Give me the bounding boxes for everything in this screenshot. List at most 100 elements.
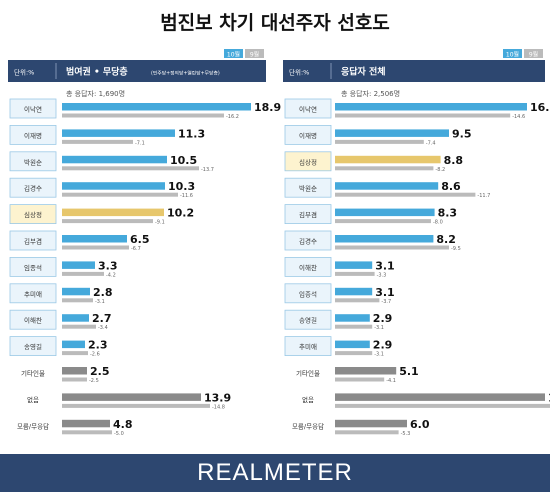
panel-2-legend-previous-label: 9월 <box>529 51 538 59</box>
panel-2-bar-current-5 <box>335 208 435 217</box>
panel-2-bar-previous-3 <box>335 166 434 171</box>
panel-2-value-previous-8: -3.7 <box>381 299 391 305</box>
panel-2-value-current-12: 17.5 <box>548 391 550 404</box>
panel-1-bar-current-13 <box>62 419 110 428</box>
panel-1-value-previous-9: -3.4 <box>98 325 108 331</box>
panel-1-bar-previous-6 <box>62 245 129 250</box>
panel-2-label-box-7 <box>284 256 332 277</box>
panel-1-bar-previous-2 <box>62 139 133 144</box>
panel-1-bar-previous-12 <box>62 403 210 408</box>
panel-1-bar-current-8 <box>62 287 90 296</box>
panel-1-value-previous-7: -4.2 <box>106 272 116 278</box>
panel-2-value-current-5: 8.3 <box>438 207 458 220</box>
panel-1-bar-previous-5 <box>62 219 153 224</box>
panel-2-bar-previous-13 <box>335 430 399 435</box>
panel-2-category-label-1: 이낙연 <box>299 105 317 114</box>
panel-1-value-current-2: 11.3 <box>178 127 205 140</box>
panel-1-label-box-6 <box>9 230 57 251</box>
panel-1-label-box-9 <box>9 309 57 330</box>
panel-2-bar-current-12 <box>335 393 545 401</box>
panel-1-bar-previous-1 <box>62 113 224 118</box>
panel-2-label-box-2 <box>284 125 332 145</box>
panel-2-value-current-3: 8.8 <box>444 154 464 167</box>
panel-1-value-previous-3: -13.7 <box>201 167 214 173</box>
panel-1-value-current-5: 10.2 <box>167 207 194 220</box>
panel-1-bar-current-11 <box>62 367 87 375</box>
panel-1-legend-previous-label: 9월 <box>250 51 259 59</box>
panel-1-legend-current <box>224 49 243 58</box>
panel-2-category-label-11: 기타인물 <box>296 369 320 378</box>
panel-1-bar-previous-9 <box>62 324 96 329</box>
panel-1-label-box-7 <box>9 256 57 277</box>
panel-2-value-current-6: 8.2 <box>436 233 456 246</box>
panel-1-bar-current-2 <box>62 129 175 137</box>
panel-1-label-box-1 <box>9 98 57 119</box>
panel-1-bar-previous-4 <box>62 192 178 197</box>
panel-2-category-label-9: 송영길 <box>299 316 317 325</box>
panel-2-category-label-12: 없음 <box>302 396 314 404</box>
panel-2-category-label-5: 김부겸 <box>299 211 317 219</box>
panel-1-bar-current-3 <box>62 155 167 164</box>
panel-2-bar-current-4 <box>335 182 439 190</box>
panel-2-legend-previous <box>524 49 543 58</box>
panel-1-value-previous-10: -2.6 <box>90 352 100 358</box>
panel-1-bar-previous-10 <box>62 351 88 356</box>
panel-2-value-current-4: 8.6 <box>441 180 461 193</box>
panel-1-value-current-10: 2.3 <box>88 339 108 352</box>
panel-2-bar-previous-2 <box>335 139 424 144</box>
panel-2-value-current-9: 2.9 <box>373 312 393 325</box>
panel-2-respondents: 총 응답자: 2,506명 <box>341 89 400 98</box>
panel-1-label-box-10 <box>9 336 57 357</box>
panel-1-value-current-11: 2.5 <box>90 365 110 378</box>
panel-2-category-label-3: 심상정 <box>299 157 317 166</box>
panel-1-unit-label: 단위:% <box>14 68 34 77</box>
panel-1-value-previous-5: -9.1 <box>155 220 165 226</box>
panel-1-category-label-8: 추미애 <box>24 289 42 298</box>
panel-1-label-box-5 <box>9 204 57 225</box>
panel-1-value-previous-1: -16.2 <box>226 114 239 120</box>
panel-1-category-label-6: 김부겸 <box>24 238 42 246</box>
panel-2-value-previous-11: -4.1 <box>386 378 396 384</box>
panel-2-value-current-1: 16.0 <box>530 101 550 114</box>
panel-2-bar-previous-5 <box>335 219 431 224</box>
panel-2-label-box-5 <box>284 204 332 225</box>
panel-1-category-label-1: 이낙연 <box>24 105 42 114</box>
panel-1-label-box-3 <box>9 151 57 172</box>
panel-2-bar-previous-4 <box>335 192 476 197</box>
footer-logo: REALMETER <box>197 459 353 486</box>
panel-1-header-note: (민주당+정의당+열린당+무당층) <box>151 70 220 77</box>
panel-1-bar-current-9 <box>62 314 89 322</box>
panel-1-value-current-7: 3.3 <box>98 259 118 272</box>
panel-1-legend-previous <box>245 49 264 58</box>
panel-2-bar-current-2 <box>335 129 449 137</box>
panel-2-value-previous-3: -8.2 <box>435 167 445 173</box>
panel-1-category-label-2: 이재명 <box>24 131 42 140</box>
panel-1-value-current-8: 2.8 <box>93 286 113 299</box>
panel-1-category-label-12: 없음 <box>27 396 39 404</box>
panel-1-label-box-4 <box>9 177 57 198</box>
panel-2-value-previous-4: -11.7 <box>477 193 490 199</box>
panel-1-bar-current-6 <box>62 235 127 243</box>
panel-1-value-previous-12: -14.8 <box>212 404 225 410</box>
panel-1-bar-previous-7 <box>62 271 104 276</box>
panel-2-bar-current-10 <box>335 340 370 349</box>
panel-1-value-current-13: 4.8 <box>113 418 133 431</box>
panel-2-label-box-1 <box>284 98 332 119</box>
panel-1-value-previous-6: -6.7 <box>131 246 141 252</box>
panel-2-bar-previous-7 <box>335 271 375 276</box>
panel-2-label-box-3 <box>284 151 332 172</box>
panel-1-bar-current-12 <box>62 393 201 401</box>
panel-1-category-label-9: 이해찬 <box>24 316 42 325</box>
panel-1-bar-previous-13 <box>62 430 112 435</box>
panel-2-value-previous-9: -3.1 <box>374 325 384 331</box>
panel-1-category-label-4: 김경수 <box>24 184 42 193</box>
panel-2-category-label-10: 추미애 <box>299 342 317 351</box>
panel-1-bar-previous-8 <box>62 298 93 303</box>
panel-2-category-label-2: 이재명 <box>299 131 317 140</box>
panel-1-bar-current-10 <box>62 340 85 349</box>
panel-2-bar-current-3 <box>335 155 441 164</box>
panel-2-bar-previous-6 <box>335 245 449 250</box>
panel-2-category-label-13: 모름/무응답 <box>292 422 324 430</box>
panel-1-category-label-3: 박원순 <box>24 157 42 166</box>
panel-2-bar-previous-10 <box>335 351 373 356</box>
